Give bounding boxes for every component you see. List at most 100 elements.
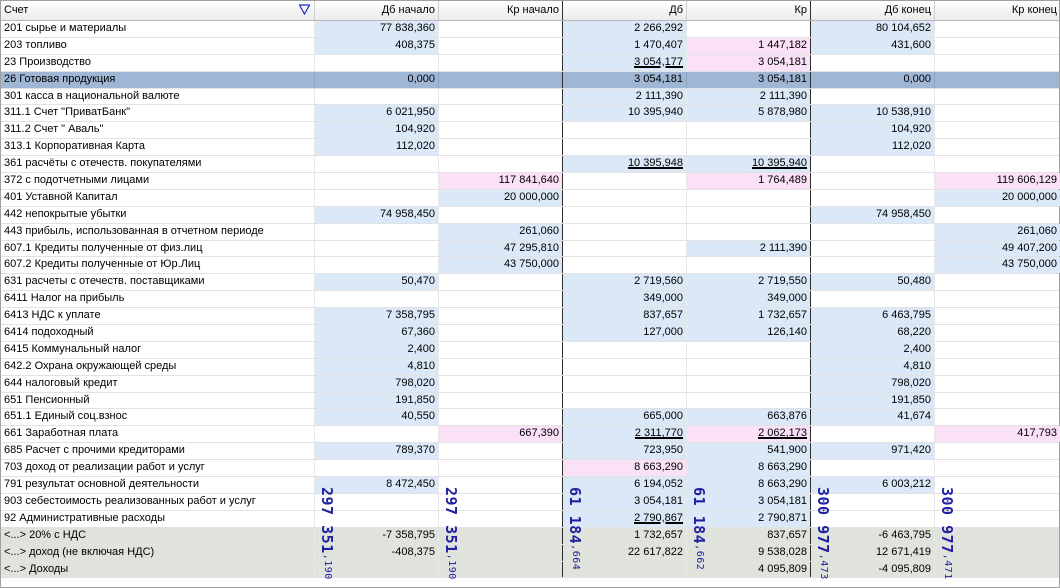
table-row[interactable]: <...> Доходы 4 095,809 -4 095,809	[1, 561, 1059, 579]
cell-debit-end: 6 003,212	[811, 477, 935, 493]
cell-debit: 665,000	[563, 409, 687, 426]
cell-credit-start	[439, 544, 563, 561]
cell-debit	[563, 173, 687, 189]
cell-credit-end	[935, 376, 1060, 392]
header-credit-end[interactable]: Кр конец	[935, 1, 1060, 20]
header-credit-start[interactable]: Кр начало	[439, 1, 563, 20]
cell-credit-start	[439, 561, 563, 578]
cell-debit-end: -4 095,809	[811, 561, 935, 578]
table-row[interactable]: 361 расчёты с отечеств. покупателями 10 3…	[1, 156, 1059, 174]
cell-credit-end	[935, 55, 1060, 71]
cell-debit-end: 798,020	[811, 375, 935, 392]
cell-debit-end: 104,920	[811, 122, 935, 139]
cell-credit-start	[439, 392, 563, 409]
cell-credit: 3 054,181	[687, 71, 811, 88]
table-row[interactable]: 685 Расчет с прочими кредиторами 789,370 7…	[1, 443, 1059, 461]
table-row[interactable]: 313.1 Корпоративная Карта 112,020 112,020	[1, 139, 1059, 157]
cell-debit: 349,000	[563, 291, 687, 308]
grid-body: 201 сырье и материалы 77 838,360 2 266,292…	[1, 21, 1060, 579]
cell-debit-end: 12 671,419	[811, 544, 935, 561]
cell-credit: 3 054,181	[687, 493, 811, 510]
cell-credit-start: 667,390	[439, 426, 563, 443]
table-row[interactable]: 201 сырье и материалы 77 838,360 2 266,292…	[1, 21, 1059, 38]
cell-credit: 126,140	[687, 325, 811, 341]
cell-account: 903 себестоимость реализованных работ и …	[1, 493, 315, 510]
table-row[interactable]: 6411 Налог на прибыль 349,000 349,000	[1, 291, 1060, 309]
cell-debit-end	[811, 510, 935, 527]
cell-debit-end: -6 463,795	[811, 527, 935, 544]
cell-account: 6413 НДС к уплате	[1, 308, 315, 325]
cell-credit-end	[935, 72, 1060, 88]
filter-icon[interactable]	[299, 4, 310, 15]
header-debit[interactable]: Дб	[563, 1, 687, 20]
cell-credit-start	[439, 460, 563, 477]
cell-credit: 1 732,657	[687, 308, 811, 325]
cell-debit: 2 790,867	[563, 510, 687, 527]
table-row[interactable]: 6413 НДС к уплате 7 358,795 837,657 1 732,6…	[1, 308, 1059, 326]
cell-credit-end	[935, 207, 1060, 223]
table-row[interactable]: 401 Уставной Капитал 20 000,000 20 000,000	[1, 189, 1060, 207]
table-row[interactable]: 642.2 Охрана окружающей среды 4,810 4,810	[1, 358, 1059, 376]
cell-credit-end	[935, 105, 1060, 121]
cell-credit-start	[439, 493, 563, 510]
table-row[interactable]: 26 Готовая продукция 0,000 3 054,181 3 054,…	[1, 71, 1060, 89]
cell-debit-end: 10 538,910	[811, 105, 935, 122]
cell-debit-end	[811, 493, 935, 510]
table-row[interactable]: 311.2 Счет " Аваль" 104,920 104,920	[1, 122, 1059, 140]
table-row[interactable]: 443 прибыль, использованная в отчетном п…	[1, 223, 1060, 241]
table-row[interactable]: <...> доход (не включая НДС) -408,375 22 6…	[1, 544, 1059, 562]
header-debit-start[interactable]: Дб начало	[315, 1, 439, 20]
table-row[interactable]: 23 Производство 3 054,177 3 054,181	[1, 54, 1060, 72]
table-row[interactable]: 203 топливо 408,375 1 470,407 1 447,182 431,…	[1, 37, 1059, 55]
table-row[interactable]: <...> 20% с НДС -7 358,795 1 732,657 837,65…	[1, 527, 1059, 545]
cell-debit	[563, 375, 687, 392]
cell-debit-start: 2,400	[315, 341, 439, 358]
cell-account: 92 Административные расходы	[1, 510, 315, 527]
table-row[interactable]: 6415 Коммунальный налог 2,400 2,400	[1, 341, 1059, 359]
cell-credit-end: 417,793	[935, 426, 1060, 443]
cell-debit-end: 50,480	[811, 274, 935, 291]
cell-credit	[687, 257, 811, 274]
cell-debit-end	[811, 156, 935, 173]
table-row[interactable]: 92 Административные расходы 2 790,867 2 79…	[1, 510, 1059, 528]
table-row[interactable]: 661 Заработная плата 667,390 2 311,770 2 06…	[1, 426, 1060, 444]
table-row[interactable]: 311.1 Счет "ПриватБанк" 6 021,950 10 395,9…	[1, 105, 1060, 123]
table-row[interactable]: 903 себестоимость реализованных работ и …	[1, 493, 1059, 511]
cell-account: 607.1 Кредиты полученные от физ.лиц	[1, 240, 315, 257]
cell-debit-start: 104,920	[315, 122, 439, 139]
cell-debit: 837,657	[563, 308, 687, 325]
total-debit: 61 184,664	[566, 487, 584, 571]
table-row[interactable]: 651.1 Единый соц.взнос 40,550 665,000 663,8…	[1, 409, 1059, 427]
table-row[interactable]: 631 расчеты с отечеств. поставщиками 50,4…	[1, 274, 1059, 292]
cell-account: 6415 Коммунальный налог	[1, 341, 315, 358]
cell-credit-end	[935, 89, 1060, 105]
table-row[interactable]: 6414 подоходный 67,360 127,000 126,140 68,22…	[1, 325, 1059, 342]
cell-debit-start	[315, 173, 439, 189]
cell-account: 642.2 Охрана окружающей среды	[1, 358, 315, 375]
header-debit-end[interactable]: Дб конец	[811, 1, 935, 20]
cell-debit-start	[315, 460, 439, 477]
cell-credit: 2 111,390	[687, 240, 811, 257]
table-row[interactable]: 607.2 Кредиты полученные от Юр.Лиц 43 750…	[1, 257, 1060, 275]
table-row[interactable]: 372 с подотчетными лицами 117 841,640 1 76…	[1, 173, 1060, 190]
total-debit-end: 300 977,473	[814, 487, 832, 580]
cell-account: 644 налоговый кредит	[1, 375, 315, 392]
cell-credit	[687, 392, 811, 409]
cell-credit-end	[935, 291, 1060, 307]
cell-debit	[563, 139, 687, 156]
table-row[interactable]: 607.1 Кредиты полученные от физ.лиц 47 29…	[1, 240, 1060, 258]
cell-debit-start	[315, 493, 439, 510]
table-row[interactable]: 791 результат основной деятельности 8 472…	[1, 477, 1059, 494]
total-credit-start: 297 351,190	[442, 487, 460, 580]
header-account[interactable]: Счет	[1, 1, 315, 20]
table-row[interactable]: 442 непокрытые убытки 74 958,450 74 958,45…	[1, 206, 1060, 224]
table-row[interactable]: 644 налоговый кредит 798,020 798,020	[1, 375, 1060, 393]
table-row[interactable]: 301 касса в национальной валюте 2 111,390…	[1, 88, 1060, 106]
cell-debit	[563, 206, 687, 223]
cell-credit-start	[439, 358, 563, 375]
table-row[interactable]: 651 Пенсионный 191,850 191,850	[1, 392, 1059, 410]
header-credit[interactable]: Кр	[687, 1, 811, 20]
cell-debit-start	[315, 291, 439, 308]
cell-credit-start	[439, 409, 563, 426]
table-row[interactable]: 703 доход от реализации работ и услуг 8 6…	[1, 460, 1059, 478]
